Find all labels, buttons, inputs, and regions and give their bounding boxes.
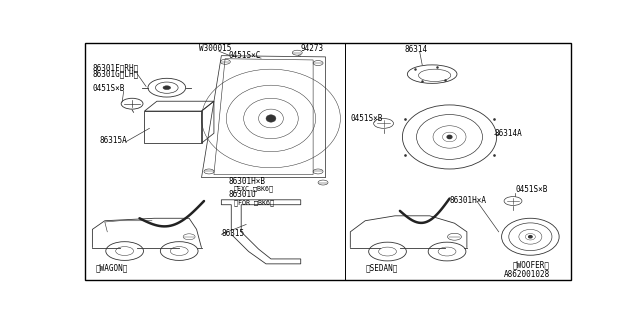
Ellipse shape bbox=[266, 115, 276, 122]
Text: 86301U: 86301U bbox=[229, 190, 257, 199]
Text: 94273: 94273 bbox=[301, 44, 324, 53]
Text: 86301H×A: 86301H×A bbox=[449, 196, 486, 205]
Text: 0451S×C: 0451S×C bbox=[229, 51, 261, 60]
Text: 86315: 86315 bbox=[221, 228, 244, 237]
Text: 0451S×B: 0451S×B bbox=[515, 185, 548, 194]
Bar bbox=[145, 111, 202, 143]
Text: 86314: 86314 bbox=[405, 45, 428, 54]
Text: 86301G〈LH〉: 86301G〈LH〉 bbox=[92, 69, 139, 79]
Text: 86301H×B: 86301H×B bbox=[229, 177, 266, 186]
Circle shape bbox=[163, 86, 171, 90]
Text: 86314A: 86314A bbox=[494, 129, 522, 138]
Ellipse shape bbox=[447, 135, 452, 139]
Text: 0451S×B: 0451S×B bbox=[92, 84, 125, 93]
Text: A862001028: A862001028 bbox=[504, 270, 550, 279]
Text: 86315A: 86315A bbox=[100, 136, 127, 145]
Text: 0451S×B: 0451S×B bbox=[350, 114, 383, 123]
Text: W300015: W300015 bbox=[199, 44, 232, 53]
Text: 〈SEDAN〉: 〈SEDAN〉 bbox=[365, 263, 397, 272]
Text: 〈EXC.□BK6〉: 〈EXC.□BK6〉 bbox=[234, 186, 274, 192]
Text: 〈WAGON〉: 〈WAGON〉 bbox=[96, 263, 128, 272]
Text: 〈WOOFER〉: 〈WOOFER〉 bbox=[513, 260, 550, 269]
Text: 〈FOR □BK6〉: 〈FOR □BK6〉 bbox=[234, 199, 274, 205]
Ellipse shape bbox=[529, 236, 532, 238]
Text: 86301F〈RH〉: 86301F〈RH〉 bbox=[92, 63, 139, 72]
